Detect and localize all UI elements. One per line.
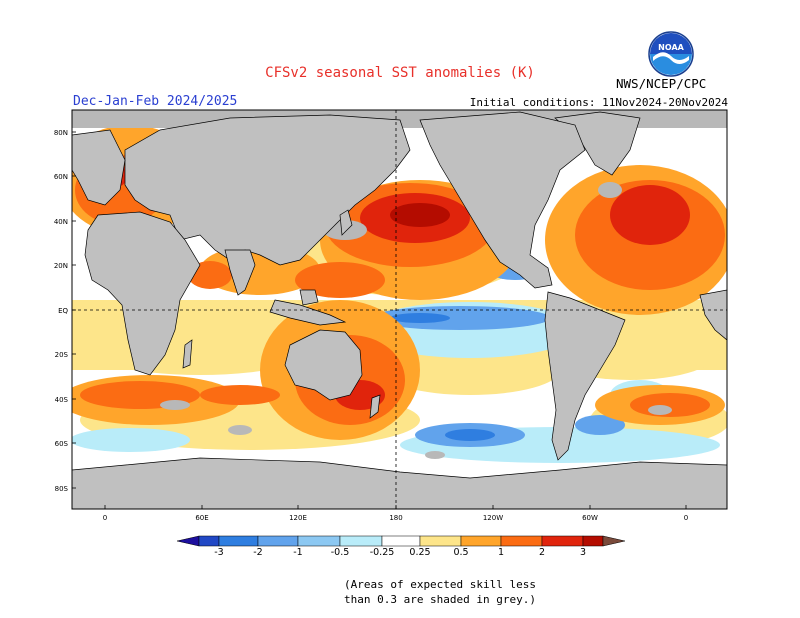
lat-label-40s: 40S [55,396,69,404]
colorbar-segment [582,535,604,547]
lon-label-0-east: 0 [684,514,688,522]
europe [72,129,126,206]
colorbar-segment [218,535,259,547]
lon-label-120w: 120W [483,514,503,522]
noaa-logo: NOAA [648,31,694,77]
lat-label-60s: 60S [55,440,69,448]
colorbar-arrow-high [602,535,626,547]
madagascar [182,339,193,369]
anomaly-darkred-regions [390,203,450,227]
agency-label: NWS/NCEP/CPC [616,76,707,91]
map-frame [71,109,728,510]
colorbar-label-neg3: -3 [214,547,223,558]
lat-label-20n: 20N [54,262,68,270]
colorbar-label-neg0p5: -0.5 [331,547,350,558]
japan [339,209,353,236]
colorbar-segment [541,535,584,547]
skill-note-line2: than 0.3 are shaded in grey.) [343,593,537,606]
colorbar-segment [419,535,462,547]
colorbar-label-3: 3 [580,547,586,558]
colorbar-segment [381,535,421,547]
colorbar-segment [500,535,543,547]
skill-note-line1: (Areas of expected skill less [343,578,537,591]
colorbar-label-0p5: 0.5 [453,547,468,558]
colorbar-segment [297,535,341,547]
colorbar-arrow-low [176,535,200,547]
lon-label-60e: 60E [195,514,208,522]
lat-label-80n: 80N [54,129,68,137]
lon-label-180: 180 [389,514,402,522]
indonesia [269,299,347,326]
colorbar-label-neg0p25: -0.25 [370,547,395,558]
colorbar-label-1: 1 [498,547,504,558]
lat-label-40n: 40N [54,218,68,226]
season-label: Dec-Jan-Feb 2024/2025 [73,94,238,109]
colorbar-label-0p25: 0.25 [409,547,430,558]
initial-conditions-label: Initial conditions: 11Nov2024-20Nov2024 [469,96,728,109]
lat-label-eq: EQ [58,307,68,315]
lon-label-0: 0 [103,514,107,522]
colorbar-segment [257,535,299,547]
australia [284,329,363,401]
noaa-logo-text: NOAA [658,43,684,52]
colorbar-segment [198,535,220,547]
borneo [299,289,319,306]
north-america [419,111,586,289]
colorbar-label-neg1: -1 [293,547,302,558]
colorbar-label-neg2: -2 [253,547,262,558]
lon-label-120e: 120E [289,514,307,522]
new-zealand [369,394,381,419]
map-title: CFSv2 seasonal SST anomalies (K) [265,65,535,81]
africa-wrap [699,289,727,341]
colorbar-segments [176,535,626,547]
skill-note: (Areas of expected skill less than 0.3 a… [300,577,580,607]
lat-label-20s: 20S [55,351,69,359]
colorbar-segment [460,535,502,547]
lat-label-80s: 80S [55,485,69,493]
antarctica [72,457,727,509]
colorbar: -3 -2 -1 -0.5 -0.25 0.25 0.5 1 2 3 [176,535,626,558]
eurasia [124,114,411,266]
sst-anomaly-map: 80N 60N 40N 20N EQ 20S 40S 60S 80S 0 60E… [54,109,728,522]
lon-label-60w: 60W [582,514,598,522]
anomaly-darkblue-regions [390,313,495,441]
colorbar-segment [339,535,383,547]
colorbar-label-2: 2 [539,547,545,558]
africa [84,211,201,376]
land-masses [72,111,727,509]
lat-label-60n: 60N [54,173,68,181]
south-america [544,291,626,461]
india [224,249,256,296]
